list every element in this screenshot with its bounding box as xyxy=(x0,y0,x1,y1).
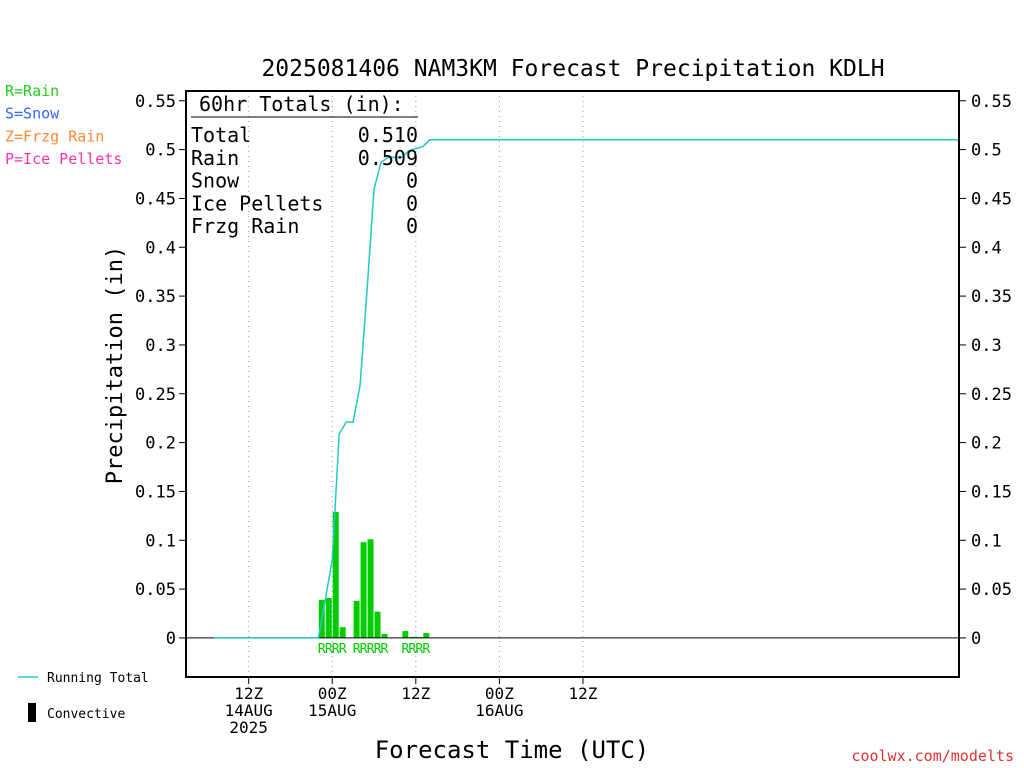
ptype-label: R xyxy=(415,642,423,657)
x-tick-label: 12Z xyxy=(568,684,597,703)
totals-box: 60hr Totals (in): Total 0.510 Rain 0.509 Sno… xyxy=(191,92,418,238)
precip-bar xyxy=(360,542,367,638)
running-total-legend: Running Total xyxy=(18,671,149,686)
chart-title: 2025081406 NAM3KM Forecast Precipitation… xyxy=(261,56,884,82)
totals-row-value: 0 xyxy=(406,169,418,193)
ptype-label: R xyxy=(353,642,361,657)
y-tick-label: 0.4 xyxy=(145,238,176,258)
y-tick-label: 0.55 xyxy=(971,92,1012,112)
y-tick-label: 0 xyxy=(166,629,176,649)
ptype-legend-item: Z=Frzg Rain xyxy=(5,127,104,145)
y-tick-label: 0.45 xyxy=(971,189,1012,209)
ptype-legend-item: P=Ice Pellets xyxy=(5,150,122,168)
totals-row-label: Rain xyxy=(191,146,239,170)
ptype-label: R xyxy=(360,642,368,657)
precip-bar xyxy=(339,627,346,638)
x-tick-label: 12Z xyxy=(234,684,263,703)
y-tick-label: 0.3 xyxy=(145,336,176,356)
totals-row-label: Ice Pellets xyxy=(191,191,323,215)
ptype-label: R xyxy=(408,642,416,657)
precip-bar xyxy=(325,597,332,638)
x-tick-label: 14AUG xyxy=(225,701,273,720)
y-tick-label: 0.15 xyxy=(971,482,1012,502)
y-axis-right: 0 0.05 0.1 0.15 0.2 0.25 0.3 0.35 0.4 0.45 0.5 0.55 xyxy=(959,92,1012,649)
y-tick-label: 0.15 xyxy=(135,482,176,502)
ptype-legend: R=Rain S=Snow Z=Frzg Rain P=Ice Pellets xyxy=(5,82,122,168)
precip-bars xyxy=(318,511,430,638)
y-tick-label: 0.2 xyxy=(145,434,176,454)
totals-row-value: 0.510 xyxy=(358,123,418,147)
ptype-label: R xyxy=(367,642,375,657)
ptype-label: R xyxy=(374,642,382,657)
x-tick-label: 00Z xyxy=(318,684,347,703)
plot-frame xyxy=(185,90,960,678)
totals-row-value: 0 xyxy=(406,191,418,215)
y-tick-label: 0.5 xyxy=(145,141,176,161)
running-total-legend-label: Running Total xyxy=(47,671,149,686)
ptype-label: R xyxy=(325,642,333,657)
y-tick-label: 0.35 xyxy=(135,287,176,307)
x-tick-label: 2025 xyxy=(229,718,268,737)
precip-bar xyxy=(374,611,381,638)
convective-legend: Convective xyxy=(28,703,125,722)
ptype-label: R xyxy=(401,642,409,657)
y-tick-label: 0.05 xyxy=(971,580,1012,600)
y-tick-label: 0.05 xyxy=(135,580,176,600)
x-tick-label: 16AUG xyxy=(475,701,523,720)
ptype-label: R xyxy=(422,642,430,657)
totals-row-label: Total xyxy=(191,123,251,147)
y-tick-label: 0.25 xyxy=(135,385,176,405)
x-axis-label: Forecast Time (UTC) xyxy=(375,736,650,764)
totals-row-value: 0.509 xyxy=(358,146,418,170)
ptype-legend-item: R=Rain xyxy=(5,82,59,100)
y-tick-label: 0.25 xyxy=(971,385,1012,405)
totals-row-value: 0 xyxy=(406,214,418,238)
y-tick-label: 0.3 xyxy=(971,336,1002,356)
y-tick-label: 0.4 xyxy=(971,238,1002,258)
ptype-label: R xyxy=(318,642,326,657)
credit-link[interactable]: coolwx.com/modelts xyxy=(851,747,1014,765)
y-axis-label: Precipitation (in) xyxy=(103,246,128,484)
precip-bar xyxy=(332,511,339,638)
precip-bar xyxy=(353,600,360,638)
ptype-legend-item: S=Snow xyxy=(5,105,60,123)
ptype-label: R xyxy=(381,642,389,657)
x-tick-label: 15AUG xyxy=(308,701,356,720)
running-total-line xyxy=(213,139,959,639)
precip-bar xyxy=(423,633,430,638)
x-tick-label: 12Z xyxy=(401,684,430,703)
totals-row-label: Snow xyxy=(191,169,240,193)
y-tick-label: 0.1 xyxy=(971,531,1002,551)
y-tick-label: 0.35 xyxy=(971,287,1012,307)
totals-header: 60hr Totals (in): xyxy=(199,92,404,116)
y-tick-label: 0.2 xyxy=(971,434,1002,454)
precip-bar xyxy=(367,539,374,638)
y-tick-label: 0 xyxy=(971,629,981,649)
y-axis-left: 0 0.05 0.1 0.15 0.2 0.25 0.3 0.35 0.4 0.45 0.5 0.55 xyxy=(135,92,186,649)
y-tick-label: 0.55 xyxy=(135,92,176,112)
y-tick-label: 0.5 xyxy=(971,141,1002,161)
precip-bar xyxy=(402,631,409,638)
y-tick-label: 0.1 xyxy=(145,531,176,551)
x-tick-label: 00Z xyxy=(485,684,514,703)
convective-swatch xyxy=(28,703,36,722)
ptype-label: R xyxy=(339,642,347,657)
convective-legend-label: Convective xyxy=(47,707,125,722)
y-tick-label: 0.45 xyxy=(135,189,176,209)
ptype-label: R xyxy=(332,642,340,657)
precip-bar xyxy=(381,634,388,638)
totals-row-label: Frzg Rain xyxy=(191,214,299,238)
